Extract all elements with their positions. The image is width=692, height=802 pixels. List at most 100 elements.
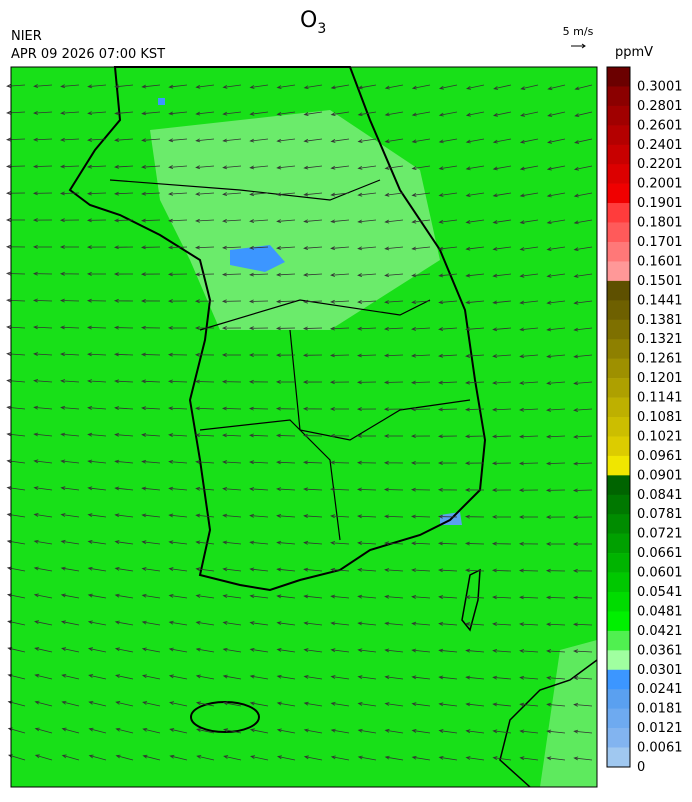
wind-arrow	[168, 218, 188, 223]
wind-arrow	[195, 540, 215, 545]
wind-arrow	[141, 165, 161, 169]
wind-arrow	[438, 621, 458, 626]
wind-arrow	[195, 460, 215, 464]
wind-arrow	[384, 138, 404, 144]
wind-arrow	[222, 138, 242, 143]
wind-arrow	[492, 246, 512, 251]
colorbar-label: 0.0841	[637, 488, 683, 503]
wind-arrow	[546, 595, 566, 600]
wind-arrow	[114, 191, 134, 196]
colorbar-label: 0.0121	[637, 721, 683, 736]
wind-arrow	[61, 700, 80, 707]
wind-arrow	[167, 352, 188, 357]
wind-arrow	[248, 326, 269, 331]
wind-arrow	[464, 434, 485, 439]
wind-arrow	[87, 379, 107, 384]
wind-arrow	[222, 111, 242, 116]
wind-arrow	[33, 539, 53, 545]
wind-arrow	[6, 352, 26, 356]
wind-arrow	[275, 406, 296, 411]
wind-arrow	[60, 593, 80, 599]
colorbar-label: 0.0301	[637, 663, 683, 678]
colorbar-unit: ppmV	[615, 45, 653, 60]
wind-arrow	[88, 674, 107, 680]
wind-arrow	[438, 111, 458, 117]
wind-arrow	[168, 593, 188, 599]
wind-arrow	[438, 192, 458, 197]
wind-arrow	[465, 273, 485, 278]
wind-arrow	[140, 299, 161, 303]
wind-arrow	[195, 701, 215, 707]
colorbar-segment	[607, 222, 630, 243]
wind-arrow	[518, 515, 539, 519]
wind-arrow	[114, 647, 134, 653]
wind-arrow	[33, 566, 53, 572]
colorbar-segment	[607, 300, 630, 321]
wind-arrow	[87, 647, 107, 653]
wind-arrow	[438, 138, 458, 144]
wind-arrow	[519, 595, 539, 600]
wind-arrow	[411, 595, 431, 599]
wind-arrow	[357, 621, 377, 626]
colorbar-frame	[606, 66, 631, 768]
wind-arrow	[276, 165, 296, 170]
wind-arrow	[491, 514, 512, 519]
wind-arrow	[303, 460, 323, 465]
wind-arrow	[168, 379, 188, 384]
wind-arrow	[87, 138, 107, 142]
wind-arrow	[141, 84, 161, 89]
wind-arrow	[438, 595, 458, 599]
wind-arrow	[329, 433, 350, 438]
wind-arrow	[573, 354, 593, 359]
wind-arrow	[5, 218, 26, 222]
wind-arrow	[33, 298, 53, 303]
colorbar-segment	[607, 475, 630, 496]
colorbar-segment	[607, 125, 630, 146]
colorbar-label: 0.2201	[637, 157, 683, 172]
wind-arrow	[195, 486, 215, 491]
wind-arrow	[140, 245, 161, 250]
wind-arrow	[572, 595, 593, 600]
wind-arrow	[114, 379, 134, 384]
wind-arrow	[276, 514, 296, 518]
wind-arrow	[573, 300, 593, 305]
wind-arrow	[222, 192, 242, 197]
wind-arrow	[465, 568, 485, 573]
wind-arrow	[275, 433, 296, 438]
wind-arrow	[61, 674, 80, 680]
wind-arrow	[6, 378, 26, 383]
wind-arrow	[249, 460, 269, 465]
wind-arrow	[546, 246, 566, 251]
wind-arrow	[33, 513, 53, 518]
wind-arrow	[465, 327, 485, 332]
wind-arrow	[169, 754, 188, 761]
wind-arrow	[61, 647, 80, 653]
wind-arrow	[222, 218, 242, 223]
wind-arrow	[276, 84, 296, 90]
wind-arrow	[222, 165, 242, 170]
colorbar-segment	[607, 689, 630, 709]
colorbar-label: 0.1901	[637, 196, 683, 211]
wind-arrow	[303, 272, 323, 277]
wind-arrow	[465, 380, 485, 385]
wind-arrow	[357, 353, 377, 358]
wind-arrow	[546, 649, 566, 654]
wind-arrow	[546, 434, 566, 439]
wind-arrow	[223, 755, 242, 761]
wind-arrow	[520, 84, 539, 90]
datetime: APR 09 2026 07:00 KST	[11, 47, 165, 62]
wind-arrow	[464, 488, 485, 492]
wind-arrow	[573, 273, 593, 278]
wind-arrow	[492, 300, 512, 305]
coastline	[68, 66, 487, 592]
wind-arrow	[546, 192, 566, 198]
wind-arrow	[357, 165, 377, 170]
wind-arrow	[545, 541, 566, 546]
wind-arrow	[114, 513, 134, 518]
wind-arrow	[411, 165, 431, 171]
wind-arrow	[410, 407, 431, 412]
jeju-island	[190, 701, 260, 733]
wind-arrow	[140, 352, 161, 357]
wind-arrow	[411, 380, 431, 385]
wind-arrow	[519, 327, 539, 332]
